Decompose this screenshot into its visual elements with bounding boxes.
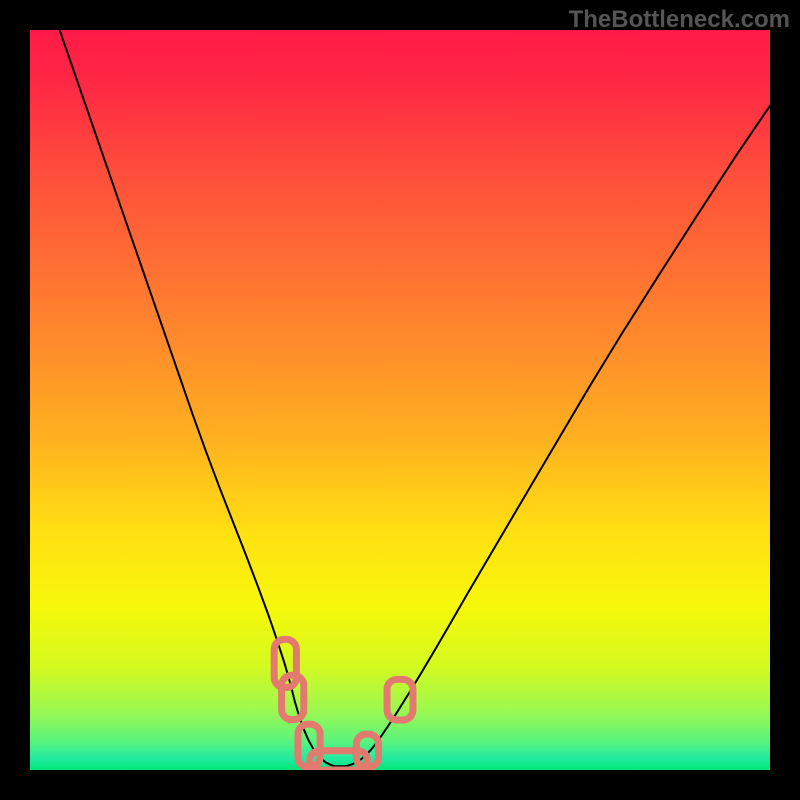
chart-canvas: TheBottleneck.com bbox=[0, 0, 800, 800]
valley-marker-5 bbox=[387, 679, 413, 720]
watermark-text: TheBottleneck.com bbox=[569, 6, 790, 34]
curve-right-branch bbox=[339, 86, 783, 766]
curve-overlay bbox=[0, 0, 800, 800]
